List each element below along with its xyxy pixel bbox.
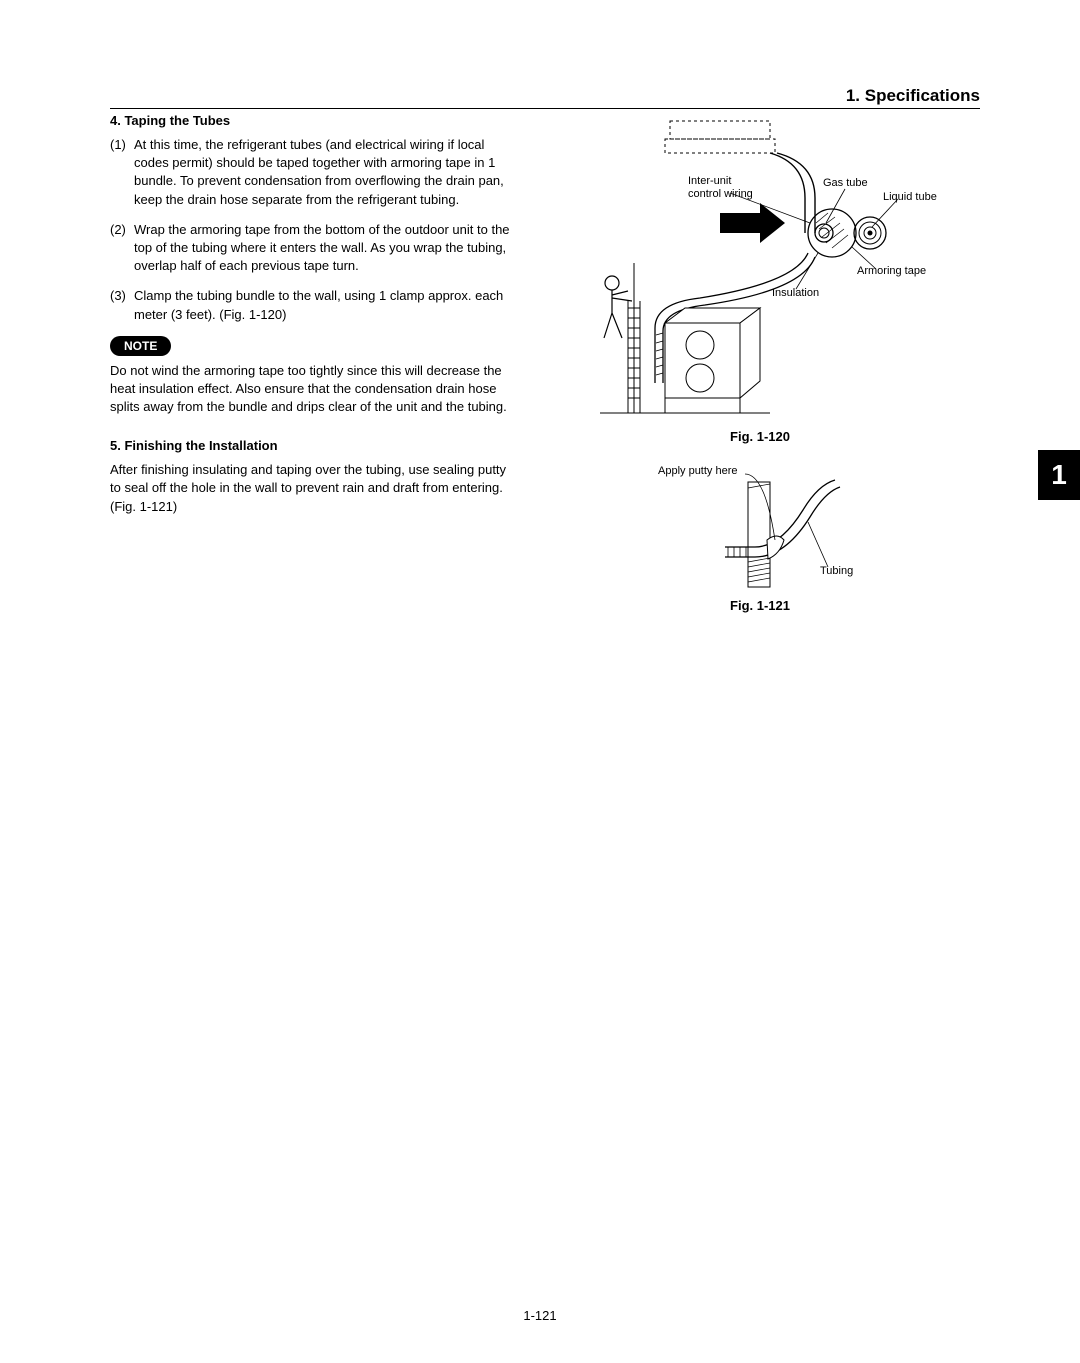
item-number: (1) — [110, 136, 126, 154]
right-column: Inter-unit control wiring Gas tube Liqui… — [550, 113, 970, 613]
item-text: Wrap the armoring tape from the bottom o… — [134, 222, 510, 273]
item-text: Clamp the tubing bundle to the wall, usi… — [134, 288, 503, 321]
left-column: 4. Taping the Tubes (1) At this time, th… — [110, 113, 510, 516]
label-gastube: Gas tube — [823, 177, 868, 189]
label-liquidtube: Liquid tube — [883, 191, 937, 203]
item-number: (3) — [110, 287, 126, 305]
label-putty: Apply putty here — [658, 465, 738, 477]
figure-120: Inter-unit control wiring Gas tube Liqui… — [570, 113, 950, 423]
header-rule — [110, 108, 980, 109]
label-armoring: Armoring tape — [857, 265, 926, 277]
section4-list: (1) At this time, the refrigerant tubes … — [110, 136, 510, 324]
list-item: (2) Wrap the armoring tape from the bott… — [110, 221, 510, 276]
list-item: (3) Clamp the tubing bundle to the wall,… — [110, 287, 510, 323]
section-tab: 1 — [1038, 450, 1080, 500]
fig121-svg — [610, 462, 910, 592]
label-tubing: Tubing — [820, 565, 853, 577]
item-text: At this time, the refrigerant tubes (and… — [134, 137, 504, 207]
list-item: (1) At this time, the refrigerant tubes … — [110, 136, 510, 209]
section4-heading: 4. Taping the Tubes — [110, 113, 510, 128]
section5-heading: 5. Finishing the Installation — [110, 438, 510, 453]
note-text: Do not wind the armoring tape too tightl… — [110, 362, 510, 417]
label-interunit: Inter-unit control wiring — [688, 175, 753, 201]
header-title: 1. Specifications — [846, 86, 980, 106]
section5-text: After finishing insulating and taping ov… — [110, 461, 510, 516]
fig120-caption: Fig. 1-120 — [550, 429, 970, 444]
item-number: (2) — [110, 221, 126, 239]
figure-121: Apply putty here Tubing — [610, 462, 910, 592]
fig121-caption: Fig. 1-121 — [550, 598, 970, 613]
content-area: 4. Taping the Tubes (1) At this time, th… — [110, 113, 970, 613]
page-number: 1-121 — [0, 1308, 1080, 1323]
note-badge: NOTE — [110, 336, 171, 356]
label-insulation: Insulation — [772, 287, 819, 299]
